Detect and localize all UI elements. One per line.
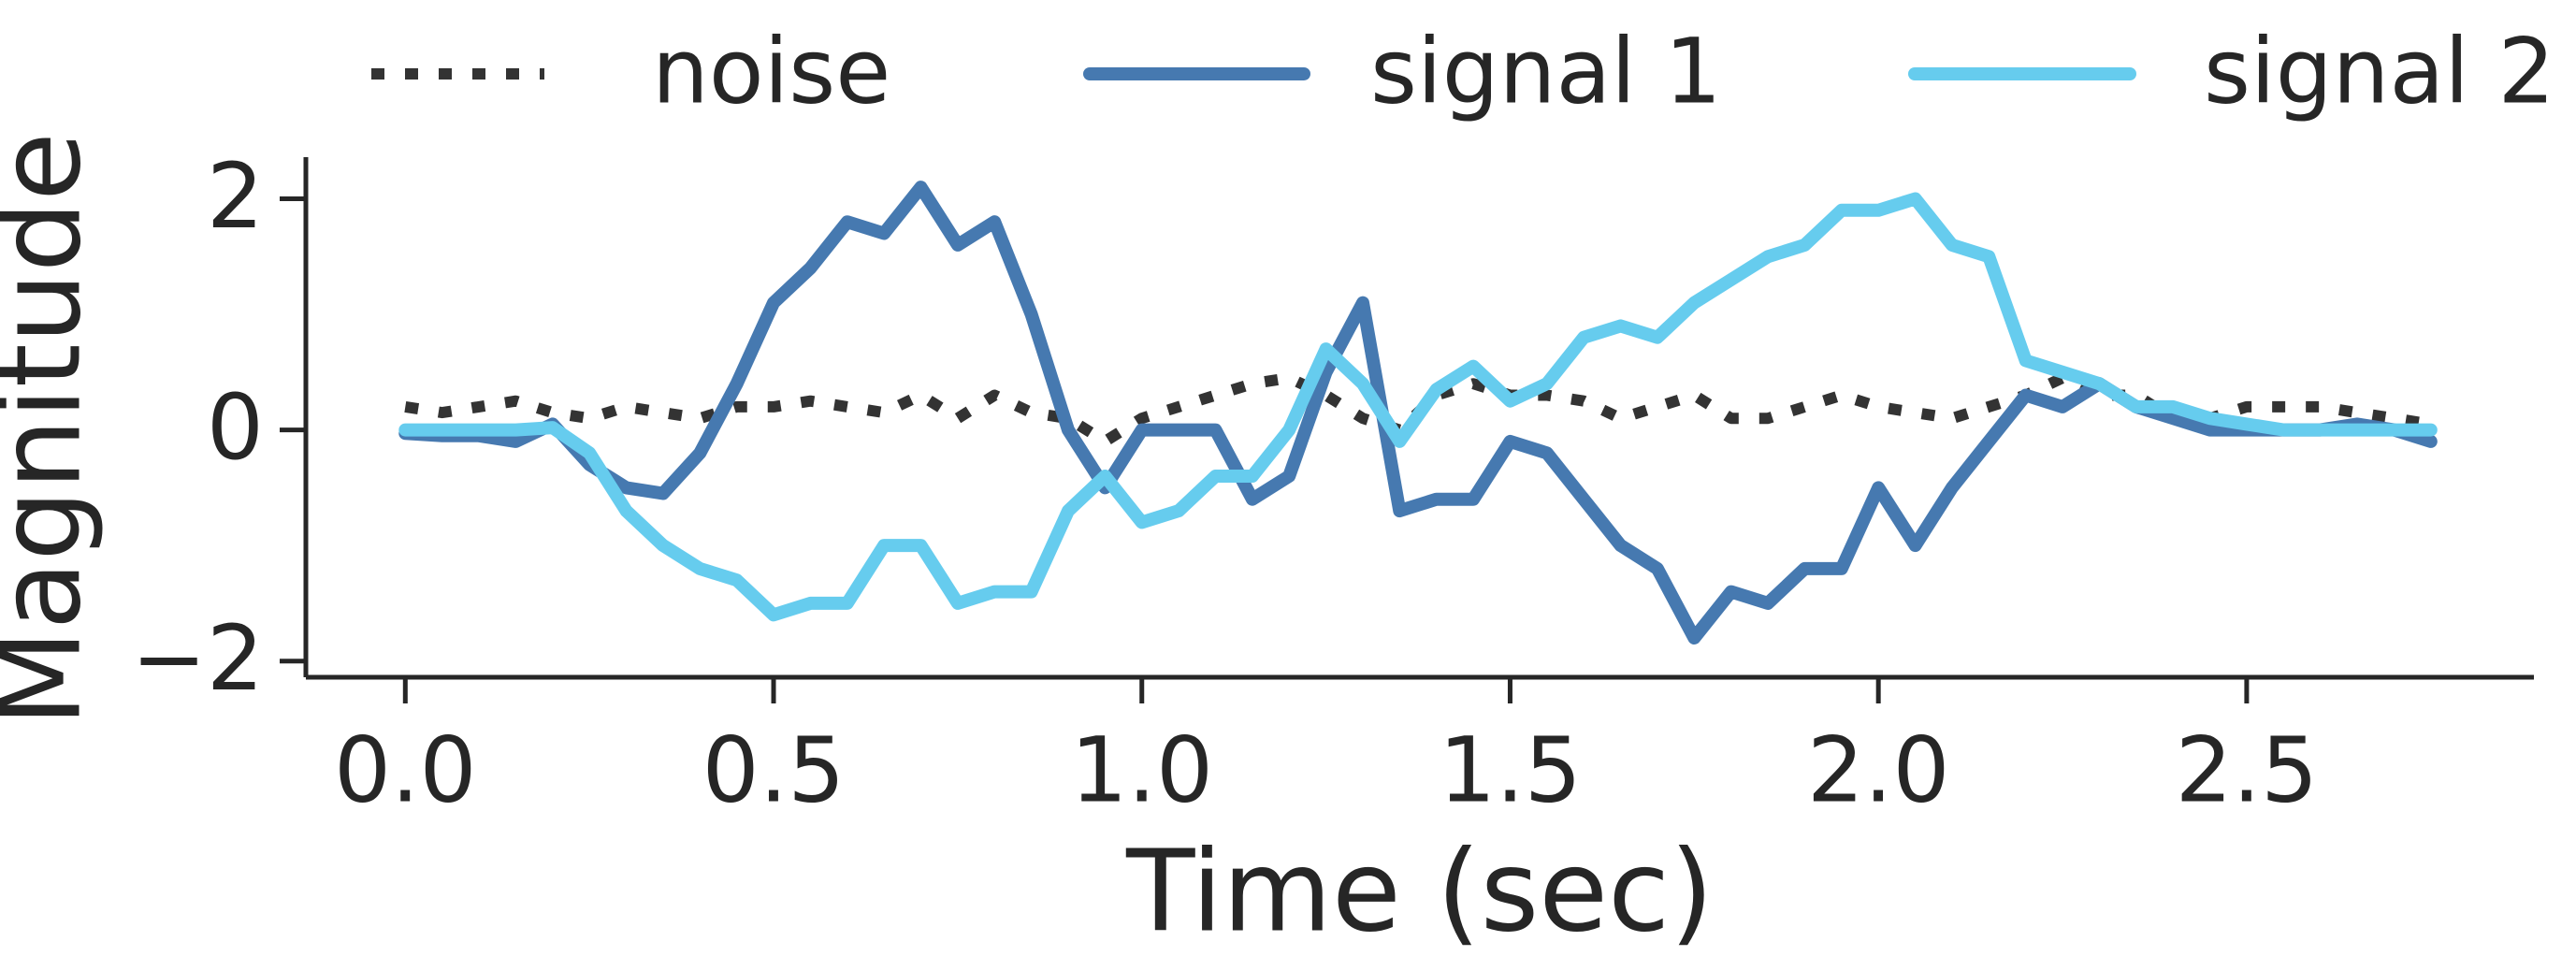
x-tick-label: 2.0 [1807, 717, 1950, 822]
series-line [398, 192, 2438, 622]
x-tick-label: 1.5 [1439, 717, 1582, 822]
x-axis-label: Time (sec) [1125, 828, 1714, 956]
legend-label: noise [652, 19, 890, 123]
y-axis-label: Magnitude [0, 132, 107, 727]
x-tick-label: 1.0 [1070, 717, 1213, 822]
x-tick-label: 0.5 [702, 717, 846, 822]
x-tick-label: 2.5 [2176, 717, 2319, 822]
y-tick-label: 0 [207, 375, 264, 480]
legend-label: signal 1 [1370, 19, 1722, 123]
x-tick-label: 0.0 [334, 717, 477, 822]
y-tick-label: 2 [207, 144, 264, 249]
legend-label: signal 2 [2204, 19, 2555, 123]
y-tick-label: −2 [131, 606, 264, 711]
